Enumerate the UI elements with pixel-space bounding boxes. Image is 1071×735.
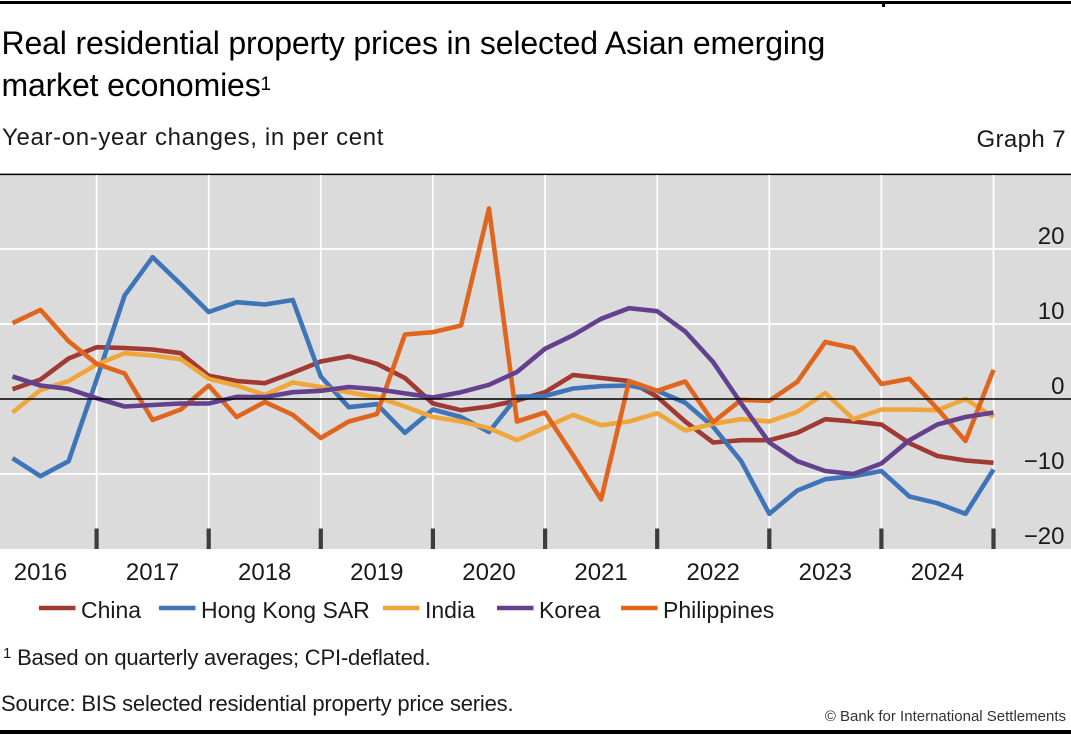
- svg-text:2023: 2023: [799, 559, 852, 586]
- svg-text:2016: 2016: [14, 559, 67, 586]
- svg-text:10: 10: [1038, 298, 1065, 325]
- svg-text:2017: 2017: [126, 559, 179, 586]
- svg-text:2021: 2021: [574, 559, 627, 586]
- svg-text:2022: 2022: [687, 559, 740, 586]
- svg-text:2020: 2020: [462, 559, 515, 586]
- svg-text:China: China: [81, 597, 141, 623]
- svg-text:−10: −10: [1024, 448, 1065, 475]
- svg-text:2019: 2019: [350, 559, 403, 586]
- svg-text:20: 20: [1038, 223, 1065, 250]
- svg-text:India: India: [425, 597, 475, 623]
- svg-text:Hong Kong SAR: Hong Kong SAR: [201, 597, 370, 623]
- svg-text:2018: 2018: [238, 559, 291, 586]
- svg-text:0: 0: [1051, 373, 1064, 400]
- svg-text:Philippines: Philippines: [663, 597, 774, 623]
- svg-text:−20: −20: [1024, 523, 1065, 550]
- svg-text:Korea: Korea: [539, 597, 601, 623]
- svg-text:2024: 2024: [911, 559, 964, 586]
